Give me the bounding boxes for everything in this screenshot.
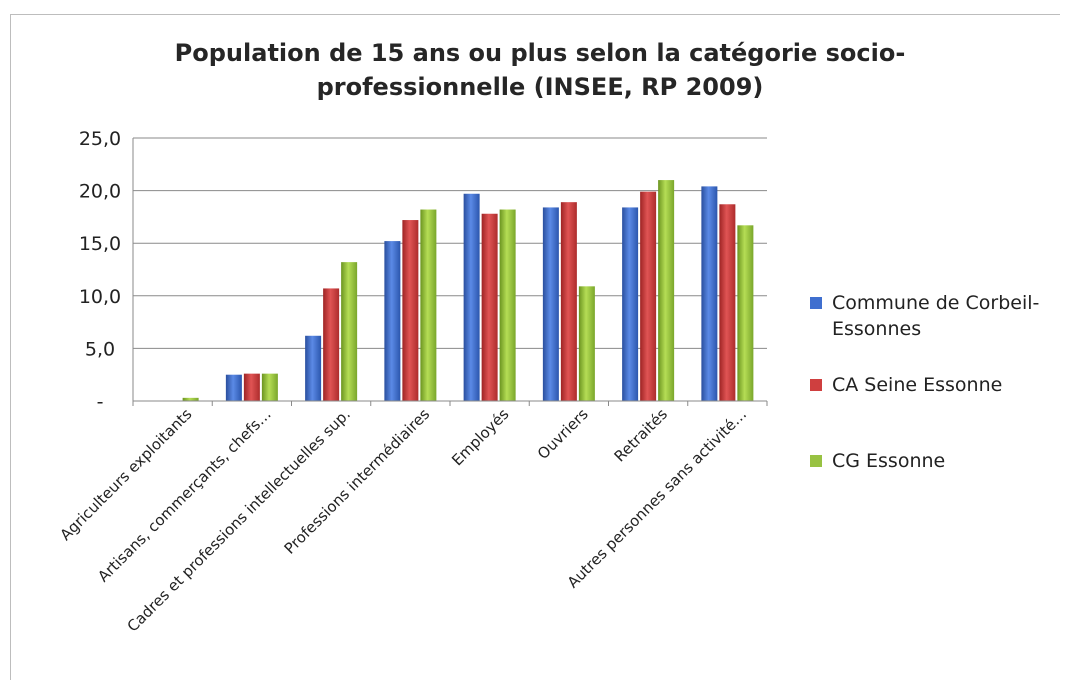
bar (225, 374, 242, 401)
legend-swatch (810, 455, 822, 467)
bar (640, 191, 657, 401)
legend-label: CG Essonne (832, 448, 945, 474)
legend-label: Commune de Corbeil- Essonnes (832, 290, 1039, 342)
legend-label: CA Seine Essonne (832, 372, 1002, 398)
bar (261, 373, 278, 401)
bar (420, 209, 437, 401)
legend-label-line: Essonnes (832, 318, 922, 340)
x-tick-label: Autres personnes sans activité… (564, 405, 751, 592)
y-tick-label: 25,0 (79, 128, 121, 150)
x-tick-label: Agriculteurs exploitants (56, 405, 195, 544)
chart-frame (10, 14, 1060, 680)
legend-label-line: CA Seine Essonne (832, 374, 1003, 396)
bar (182, 397, 199, 401)
x-tick-label: Ouvriers (534, 405, 592, 463)
bar (542, 207, 559, 401)
bar (481, 213, 498, 401)
legend-label-line: Commune de Corbeil- (832, 292, 1040, 314)
bar (323, 288, 340, 401)
bar (499, 209, 516, 401)
legend-label-line: CG Essonne (832, 450, 946, 472)
bar (341, 262, 358, 401)
x-tick-label: Professions intermédiaires (281, 405, 434, 558)
bar (622, 207, 639, 401)
bar (578, 286, 595, 401)
y-tick-label: 5,0 (85, 338, 115, 360)
legend-item: Commune de Corbeil- Essonnes (810, 290, 1039, 342)
chart-title: Population de 15 ans ou plus selon la ca… (150, 36, 930, 104)
legend-item: CG Essonne (810, 448, 945, 474)
chart-title-line-2: professionnelle (INSEE, RP 2009) (316, 73, 764, 101)
bar (402, 220, 419, 401)
bar (463, 193, 480, 401)
chart-title-line-1: Population de 15 ans ou plus selon la ca… (174, 39, 906, 67)
x-tick-label: Artisans, commerçants, chefs… (94, 405, 275, 586)
y-tick-label: 10,0 (79, 286, 121, 308)
bar (719, 204, 736, 401)
bar (560, 202, 577, 401)
bar (384, 241, 401, 401)
bar (737, 225, 754, 401)
y-tick-label: - (97, 391, 104, 413)
legend-item: CA Seine Essonne (810, 372, 1002, 398)
x-tick-label: Employés (448, 405, 512, 469)
legend-swatch (810, 379, 822, 391)
bar (243, 373, 260, 401)
x-tick-label: Retraités (611, 405, 671, 465)
legend-swatch (810, 297, 822, 309)
y-tick-label: 20,0 (79, 181, 121, 203)
bar (658, 180, 675, 401)
bar (305, 335, 322, 401)
y-tick-label: 15,0 (79, 233, 121, 255)
bar (701, 186, 718, 401)
